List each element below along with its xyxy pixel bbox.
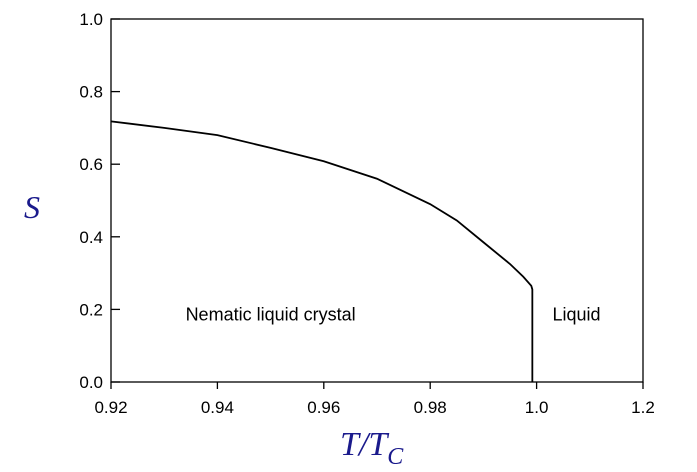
x-axis-label-main: T/T bbox=[340, 426, 389, 463]
y-axis-ticks: 0.0 0.2 0.4 0.6 0.8 1.0 bbox=[79, 10, 120, 392]
x-tick-label: 0.96 bbox=[307, 398, 340, 417]
y-axis-label: S bbox=[24, 189, 40, 225]
y-tick-label: 0.4 bbox=[79, 228, 103, 247]
x-tick-label: 1.2 bbox=[631, 398, 655, 417]
y-tick-label: 0.6 bbox=[79, 155, 103, 174]
y-tick-label: 0.8 bbox=[79, 83, 103, 102]
chart-annotation: Nematic liquid crystal bbox=[186, 304, 356, 324]
annotations: Nematic liquid crystal Liquid bbox=[186, 304, 601, 324]
chart-annotation: Liquid bbox=[552, 304, 600, 324]
x-axis-label-subscript: C bbox=[387, 444, 404, 470]
x-tick-label: 0.92 bbox=[94, 398, 127, 417]
x-tick-label: 0.98 bbox=[414, 398, 447, 417]
series-line bbox=[110, 120, 534, 382]
x-axis-ticks: 0.92 0.94 0.96 0.98 1.0 1.2 bbox=[94, 382, 655, 417]
plot-frame bbox=[110, 18, 644, 383]
x-tick-label: 1.0 bbox=[525, 398, 549, 417]
x-axis-label: T/TC bbox=[340, 426, 404, 470]
y-tick-label: 1.0 bbox=[79, 10, 103, 29]
y-tick-label: 0.0 bbox=[79, 373, 103, 392]
y-tick-label: 0.2 bbox=[79, 300, 103, 319]
x-tick-label: 0.94 bbox=[201, 398, 234, 417]
